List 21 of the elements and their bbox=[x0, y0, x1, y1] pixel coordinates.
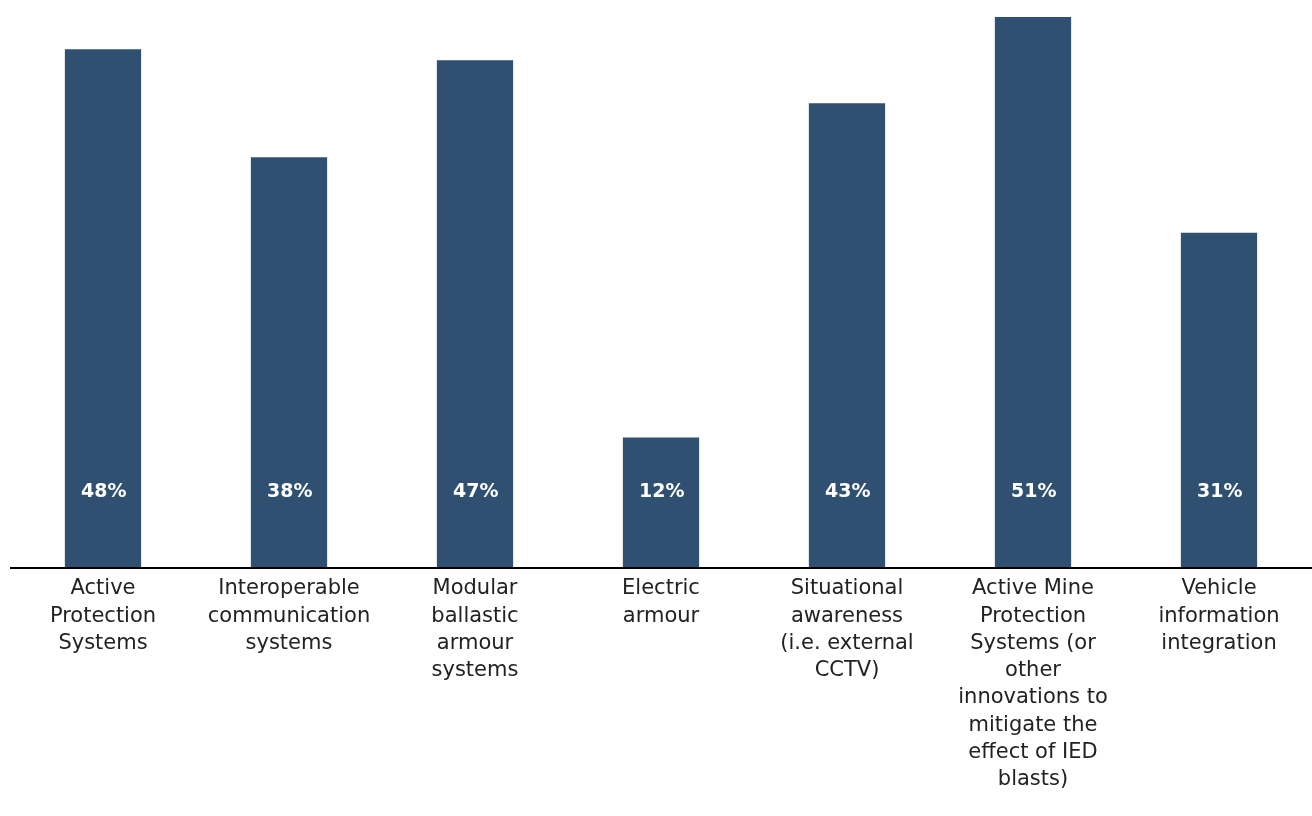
data-label: 47% bbox=[453, 479, 499, 501]
bar bbox=[64, 49, 142, 567]
data-label: 43% bbox=[825, 479, 871, 501]
x-tick-label: Active Mine Protection Systems (or other innovations to mitigate the effect of IED blasts) bbox=[958, 575, 1108, 791]
bar bbox=[994, 17, 1072, 567]
data-label: 12% bbox=[639, 479, 685, 501]
data-label: 51% bbox=[1011, 479, 1057, 501]
x-tick-label: Modular ballastic armour systems bbox=[431, 575, 519, 682]
x-tick-label: Situational awareness (i.e. external CCTV) bbox=[780, 575, 914, 682]
x-tick-label: Interoperable communication systems bbox=[207, 575, 371, 654]
x-tick-label: Active Protection Systems bbox=[49, 575, 157, 654]
bar bbox=[436, 60, 514, 567]
x-tick-label: Vehicle information integration bbox=[1158, 575, 1280, 654]
bar bbox=[250, 157, 328, 567]
bar bbox=[622, 437, 700, 567]
bar bbox=[808, 103, 886, 567]
bar bbox=[1180, 232, 1258, 567]
data-label: 38% bbox=[267, 479, 313, 501]
data-label: 31% bbox=[1197, 479, 1243, 501]
data-label: 48% bbox=[81, 479, 127, 501]
x-tick-label: Electric armour bbox=[622, 575, 700, 627]
